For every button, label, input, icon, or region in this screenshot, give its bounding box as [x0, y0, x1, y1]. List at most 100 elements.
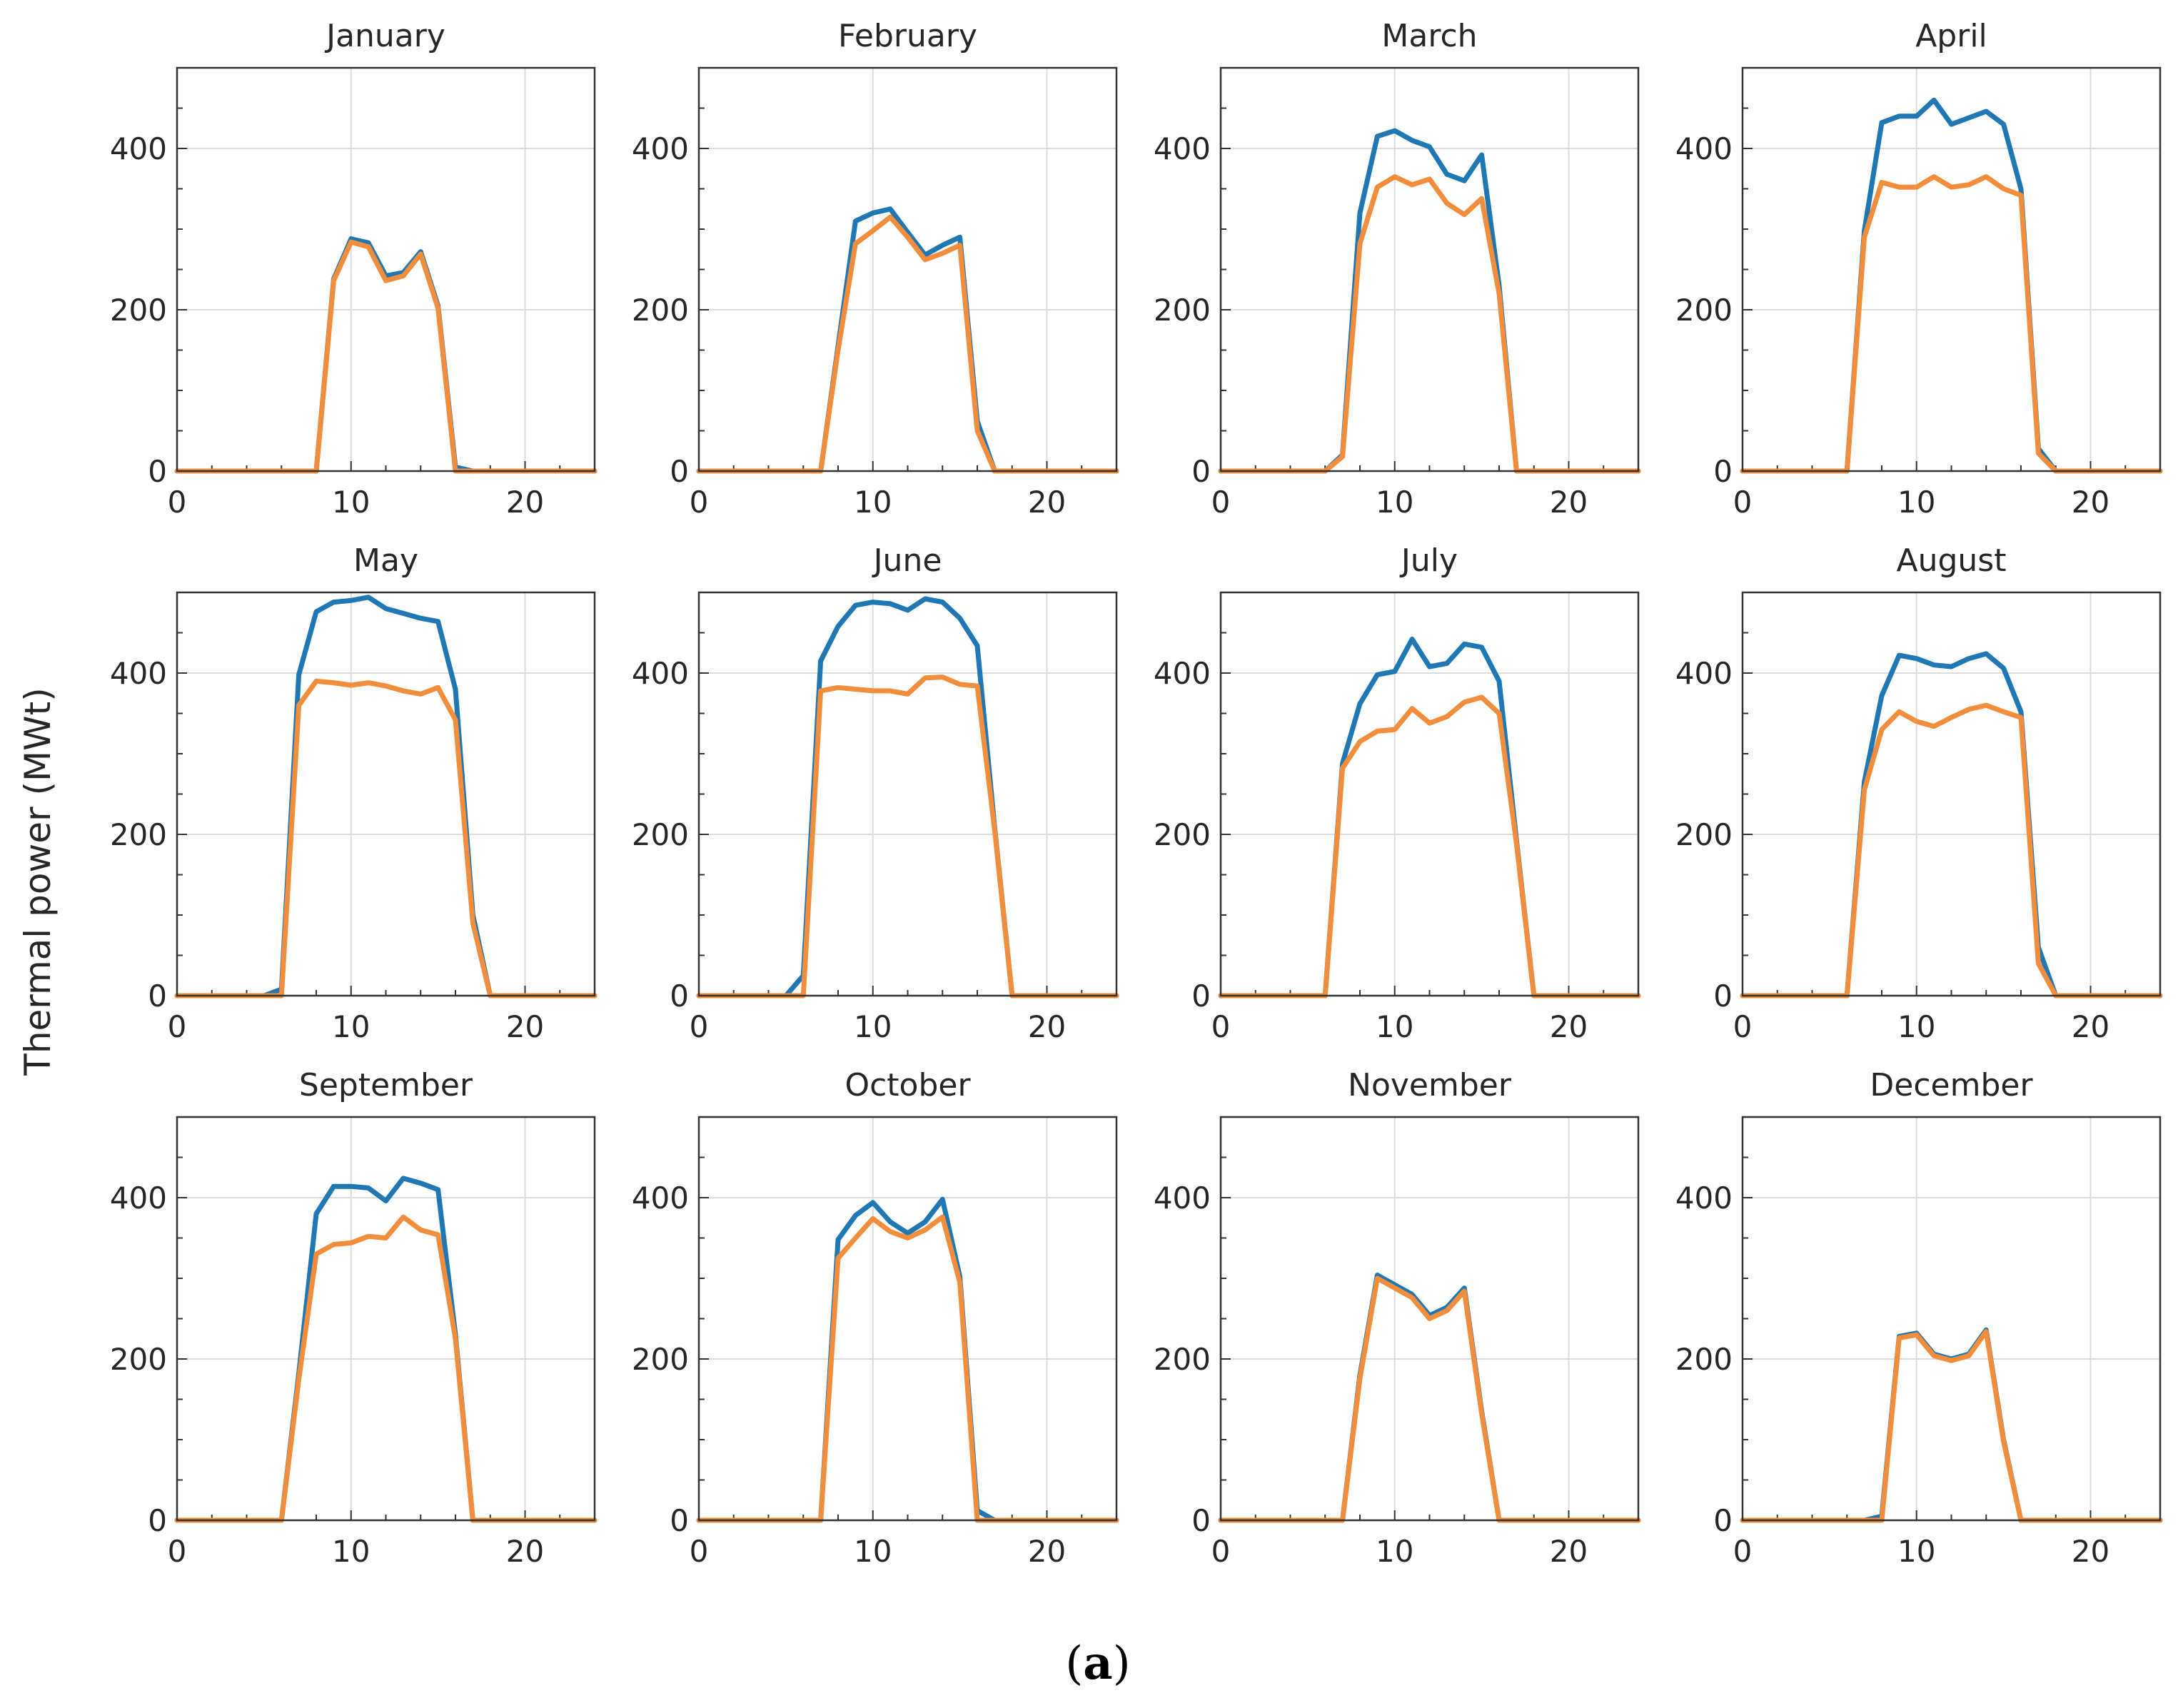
- y-tick-label: 400: [1675, 656, 1733, 691]
- x-tick-label: 0: [690, 1534, 709, 1569]
- panel-title: May: [353, 542, 418, 579]
- panel-title: June: [872, 542, 942, 579]
- y-tick-label: 400: [1675, 1181, 1733, 1216]
- panel-title: April: [1915, 18, 1987, 54]
- y-tick-label: 0: [1191, 979, 1211, 1014]
- x-tick-label: 20: [506, 485, 544, 520]
- series-line: [174, 236, 598, 474]
- x-tick-label: 10: [854, 1009, 892, 1044]
- caption-close-paren: ): [1113, 1637, 1131, 1690]
- x-tick-label: 20: [1028, 485, 1066, 520]
- y-tick-label: 0: [670, 454, 689, 489]
- x-tick-label: 20: [1028, 1534, 1066, 1569]
- x-tick-label: 10: [332, 1009, 370, 1044]
- y-tick-label: 400: [110, 656, 167, 691]
- series-line: [696, 596, 1119, 999]
- x-tick-label: 0: [690, 485, 709, 520]
- series-line: [174, 678, 598, 999]
- plot-frame: [1219, 66, 1640, 473]
- x-tick-label: 10: [1897, 1009, 1935, 1044]
- series-line: [1218, 637, 1641, 999]
- x-tick-label: 0: [1211, 485, 1231, 520]
- panel-title: December: [1870, 1067, 2033, 1103]
- x-tick-label: 20: [1550, 1534, 1588, 1569]
- x-tick-label: 0: [1733, 1534, 1753, 1569]
- panel-title: January: [324, 18, 445, 54]
- x-tick-label: 0: [1211, 1009, 1231, 1044]
- x-tick-label: 0: [690, 1009, 709, 1044]
- y-tick-label: 200: [1154, 1342, 1211, 1377]
- x-tick-label: 10: [854, 1534, 892, 1569]
- y-tick-label: 200: [632, 817, 689, 852]
- y-tick-label: 0: [1191, 1503, 1211, 1538]
- x-tick-label: 10: [1376, 1534, 1413, 1569]
- series-line: [1218, 1273, 1641, 1523]
- y-tick-label: 400: [632, 1181, 689, 1216]
- y-tick-label: 0: [670, 1503, 689, 1538]
- y-tick-label: 200: [1675, 293, 1733, 328]
- x-tick-label: 20: [2072, 485, 2109, 520]
- y-tick-label: 200: [1154, 817, 1211, 852]
- x-tick-label: 20: [1028, 1009, 1066, 1044]
- series-line: [696, 1214, 1119, 1523]
- panel-title: July: [1399, 542, 1458, 579]
- panel-title: October: [845, 1067, 971, 1103]
- x-tick-label: 20: [506, 1009, 544, 1044]
- x-tick-label: 20: [506, 1534, 544, 1569]
- series-line: [696, 674, 1119, 999]
- plot-frame: [176, 66, 596, 473]
- y-tick-label: 200: [632, 1342, 689, 1377]
- y-tick-label: 0: [670, 979, 689, 1014]
- plot-frame: [697, 1116, 1118, 1522]
- x-tick-label: 20: [2072, 1534, 2109, 1569]
- y-tick-label: 400: [1154, 131, 1211, 166]
- panel-title: February: [838, 18, 977, 54]
- y-tick-label: 0: [1191, 454, 1211, 489]
- plot-frame: [1741, 591, 2162, 997]
- y-tick-label: 0: [148, 1503, 167, 1538]
- x-tick-label: 0: [168, 1534, 187, 1569]
- y-tick-label: 200: [632, 293, 689, 328]
- series-line: [1218, 694, 1641, 999]
- plot-frame: [697, 591, 1118, 997]
- x-tick-label: 10: [1376, 485, 1413, 520]
- y-tick-label: 0: [148, 454, 167, 489]
- series-line: [1740, 651, 2163, 999]
- x-tick-label: 10: [1376, 1009, 1413, 1044]
- panel-title: March: [1381, 18, 1477, 54]
- plot-frame: [1741, 66, 2162, 473]
- x-tick-label: 0: [1211, 1534, 1231, 1569]
- plot-frame: [176, 591, 596, 997]
- series-line: [1740, 1329, 2163, 1523]
- x-tick-label: 10: [854, 485, 892, 520]
- x-tick-label: 10: [1897, 1534, 1935, 1569]
- y-tick-label: 0: [1713, 1503, 1733, 1538]
- y-tick-label: 400: [632, 656, 689, 691]
- x-tick-label: 10: [1897, 485, 1935, 520]
- y-tick-label: 200: [110, 817, 167, 852]
- caption-letter: a: [1083, 1637, 1112, 1690]
- y-tick-label: 200: [1154, 293, 1211, 328]
- y-tick-label: 0: [1713, 979, 1733, 1014]
- figure-caption: (a): [1065, 1637, 1130, 1690]
- y-tick-label: 400: [1154, 1181, 1211, 1216]
- y-tick-label: 0: [148, 979, 167, 1014]
- plot-frame: [1741, 1116, 2162, 1522]
- series-line: [696, 214, 1119, 474]
- series-line: [174, 1214, 598, 1523]
- x-tick-label: 20: [1550, 485, 1588, 520]
- plot-frame: [1219, 1116, 1640, 1522]
- x-tick-label: 20: [2072, 1009, 2109, 1044]
- panel-title: August: [1897, 542, 2007, 579]
- y-tick-label: 0: [1713, 454, 1733, 489]
